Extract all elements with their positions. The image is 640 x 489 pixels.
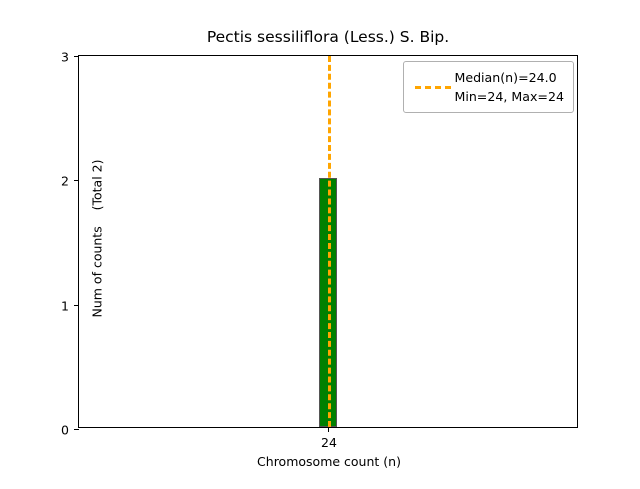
x-tick-label-24: 24 — [321, 435, 337, 450]
chart-title: Pectis sessiliflora (Less.) S. Bip. — [206, 28, 450, 46]
y-tick-label-2: 2 — [61, 173, 69, 189]
x-axis-label: Chromosome count (n) — [257, 454, 401, 469]
y-axis-label: Num of counts (Total 2) — [89, 159, 105, 318]
y-tick-1: 1 — [61, 298, 79, 313]
legend-entry-texts: Median(n)=24.0 Min=24, Max=24 — [454, 68, 564, 106]
y-tick-0: 0 — [61, 423, 79, 438]
median-line — [328, 56, 331, 427]
x-tick-24: 24 — [321, 427, 337, 450]
y-tick-label-3: 3 — [61, 49, 69, 65]
y-tick-2: 2 — [61, 174, 79, 189]
y-tick-label-0: 0 — [61, 422, 69, 438]
legend-label-minmax: Min=24, Max=24 — [454, 89, 564, 104]
chart-legend: Median(n)=24.0 Min=24, Max=24 — [403, 61, 574, 113]
legend-entry-median: Median(n)=24.0 Min=24, Max=24 — [412, 68, 564, 106]
plot-area: Num of counts (Total 2) 0 1 2 3 24 — [61, 50, 578, 469]
legend-label-median: Median(n)=24.0 — [454, 70, 557, 85]
y-tick-3: 3 — [61, 50, 79, 65]
legend-dashed-line-icon — [412, 85, 454, 89]
y-tick-label-1: 1 — [61, 298, 69, 314]
